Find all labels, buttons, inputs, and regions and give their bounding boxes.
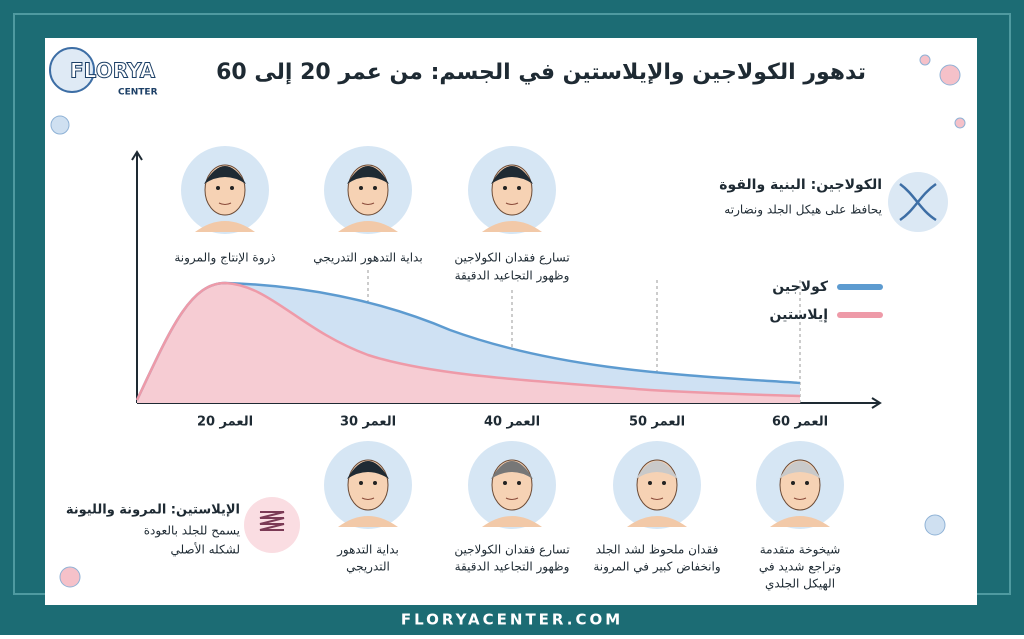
caption: وظهور التجاعيد الدقيقة bbox=[455, 560, 570, 575]
hair bbox=[779, 461, 821, 479]
age-label: العمر 50 bbox=[629, 415, 685, 430]
eye bbox=[230, 186, 234, 190]
shoulders bbox=[482, 516, 542, 527]
legend-label: كولاجين bbox=[772, 279, 829, 295]
logo-sub: CENTER bbox=[118, 88, 158, 98]
mouth bbox=[361, 497, 375, 500]
shoulders bbox=[195, 221, 255, 232]
spring bbox=[259, 511, 285, 531]
eye bbox=[373, 481, 377, 485]
eye bbox=[503, 186, 507, 190]
eye bbox=[359, 481, 363, 485]
caption: وظهور التجاعيد الدقيقة bbox=[455, 269, 570, 284]
logo-badge bbox=[49, 47, 95, 93]
eye bbox=[517, 481, 521, 485]
hair bbox=[347, 166, 389, 184]
eye bbox=[662, 481, 666, 485]
elastin-curve bbox=[135, 281, 801, 401]
caption: وتراجع شديد في bbox=[759, 560, 841, 575]
caption: بداية التدهور التدريجي bbox=[313, 251, 422, 266]
age-label: العمر 40 bbox=[484, 415, 540, 430]
mouth bbox=[505, 202, 519, 205]
decoration bbox=[50, 54, 966, 588]
elastin-area bbox=[137, 283, 800, 403]
eye bbox=[216, 186, 220, 190]
eye bbox=[503, 481, 507, 485]
mouth bbox=[650, 497, 664, 500]
caption: شيخوخة متقدمة bbox=[760, 543, 841, 558]
age-label: العمر 30 bbox=[340, 415, 396, 430]
hair bbox=[491, 166, 533, 184]
caption: الهيكل الجلدي bbox=[765, 577, 835, 591]
eye bbox=[648, 481, 652, 485]
caption: تسارع فقدان الكولاجين bbox=[454, 251, 569, 266]
shoulders bbox=[770, 516, 830, 527]
mouth bbox=[793, 497, 807, 500]
eye bbox=[359, 186, 363, 190]
mouth bbox=[218, 202, 232, 205]
title: تدهور الكولاجين والإيلاستين في الجسم: من… bbox=[216, 60, 866, 85]
shoulders bbox=[338, 516, 398, 527]
shoulders bbox=[627, 516, 687, 527]
footer-band bbox=[0, 606, 1024, 635]
mouth bbox=[505, 497, 519, 500]
caption: بداية التدهور bbox=[336, 543, 399, 558]
hair bbox=[204, 166, 246, 184]
footer: FLORYACENTER.COM bbox=[401, 611, 623, 629]
caption: وانخفاض كبير في المرونة bbox=[593, 560, 720, 575]
eye bbox=[517, 186, 521, 190]
age-label: العمر 60 bbox=[772, 415, 828, 430]
caption: التدريجي bbox=[346, 560, 390, 575]
legend-label: إيلاستين bbox=[770, 307, 828, 323]
hair bbox=[347, 461, 389, 479]
caption: ذروة الإنتاج والمرونة bbox=[174, 251, 275, 266]
caption: تسارع فقدان الكولاجين bbox=[454, 543, 569, 558]
shoulders bbox=[482, 221, 542, 232]
age-label: العمر 20 bbox=[197, 415, 253, 430]
eye bbox=[791, 481, 795, 485]
shoulders bbox=[338, 221, 398, 232]
mouth bbox=[361, 202, 375, 205]
note-text: يسمح للجلد بالعودة bbox=[144, 524, 240, 539]
note-text: يحافظ على هيكل الجلد ونضارته bbox=[724, 203, 882, 218]
hair bbox=[636, 461, 678, 479]
caption: فقدان ملحوظ لشد الجلد bbox=[596, 543, 719, 558]
hair bbox=[491, 461, 533, 479]
note-heading: الكولاجين: البنية والقوة bbox=[719, 177, 882, 193]
dna-strand bbox=[899, 182, 937, 222]
logo-name: FLORYA bbox=[70, 59, 156, 83]
note-text: لشكله الأصلي bbox=[170, 542, 240, 557]
eye bbox=[805, 481, 809, 485]
eye bbox=[373, 186, 377, 190]
note-heading: الإيلاستين: المرونة والليونة bbox=[66, 503, 240, 518]
